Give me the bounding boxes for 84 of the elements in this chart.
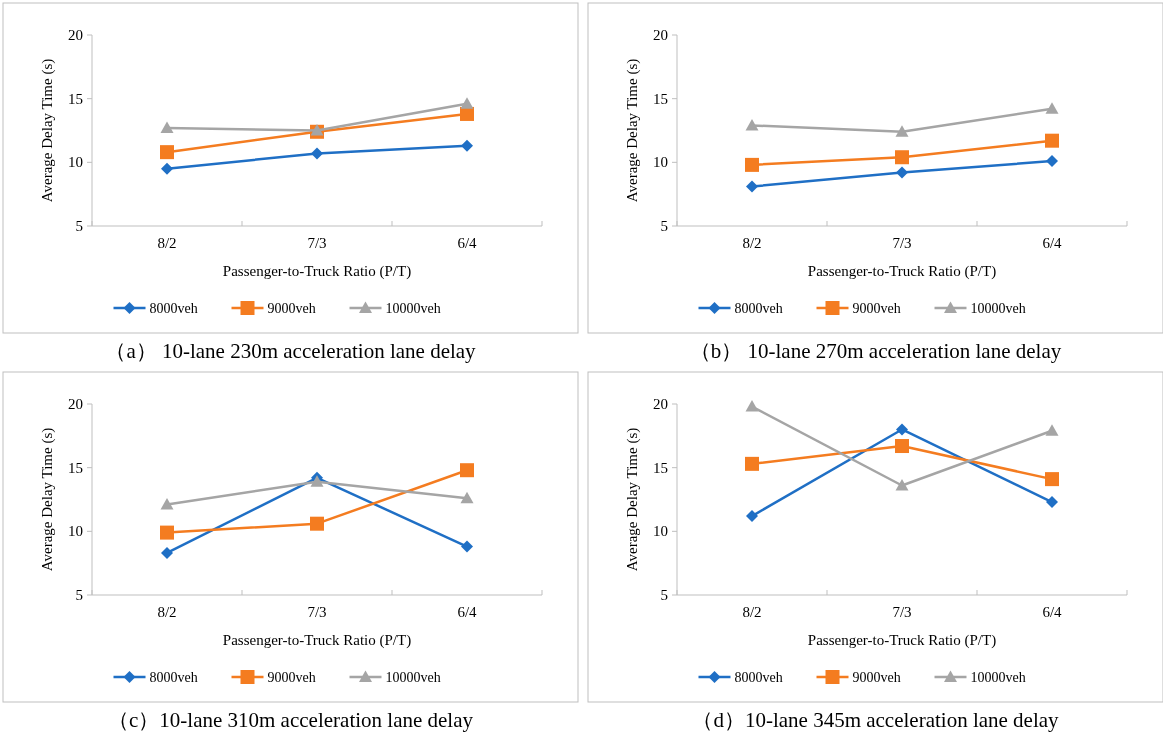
- y-axis-title: Average Delay Time (s): [624, 58, 641, 203]
- point: [160, 121, 174, 133]
- y-tick-label: 5: [75, 218, 83, 234]
- y-tick-label: 10: [653, 154, 668, 171]
- x-axis-title: Passenger-to-Truck Ratio (P/T): [222, 632, 412, 649]
- legend-label: 10000veh: [385, 670, 441, 685]
- point: [461, 540, 473, 553]
- point: [310, 475, 324, 487]
- x-tick-label: 8/2: [157, 604, 177, 620]
- x-axis-title: Passenger-to-Truck Ratio (P/T): [807, 263, 997, 280]
- point: [310, 516, 324, 531]
- y-axis-title: Average Delay Time (s): [624, 427, 641, 572]
- x-tick-label: 8/2: [157, 235, 177, 251]
- point: [460, 491, 474, 504]
- point: [896, 166, 908, 179]
- point: [1046, 496, 1058, 509]
- text: （d）10-lane 345m acceleration lane delay: [692, 708, 1060, 732]
- x-tick-label: 6/4: [1042, 604, 1063, 620]
- point: [160, 498, 174, 510]
- y-tick-label: 20: [68, 27, 83, 43]
- point: [745, 157, 759, 172]
- point: [160, 525, 174, 540]
- x-tick-label: 7/3: [892, 604, 912, 620]
- y-tick-label: 15: [68, 90, 83, 107]
- point: [895, 125, 909, 137]
- point: [1045, 133, 1059, 148]
- legend-label: 8000veh: [734, 301, 783, 316]
- legend-label: 9000veh: [852, 301, 901, 316]
- legend-label: 9000veh: [267, 670, 316, 685]
- point: [745, 400, 759, 412]
- x-tick-label: 6/4: [457, 235, 478, 251]
- x-tick-label: 8/2: [742, 235, 762, 251]
- point: [746, 180, 758, 193]
- y-axis-title: Average Delay Time (s): [39, 427, 56, 572]
- point: [746, 510, 758, 523]
- point: [311, 147, 323, 160]
- y-tick-label: 10: [653, 523, 668, 540]
- legend-label: 10000veh: [970, 301, 1026, 316]
- x-tick-label: 8/2: [742, 604, 762, 620]
- point: [896, 423, 908, 436]
- y-tick-label: 10: [68, 523, 83, 540]
- text: （a） 10-lane 230m acceleration lane delay: [105, 339, 477, 363]
- point: [895, 439, 909, 454]
- x-tick-label: 6/4: [1042, 235, 1063, 251]
- y-tick-label: 15: [653, 459, 668, 476]
- point: [1046, 155, 1058, 168]
- x-tick-label: 7/3: [307, 604, 327, 620]
- text: （b） 10-lane 270m acceleration lane delay: [689, 339, 1062, 363]
- point: [745, 118, 759, 131]
- x-axis-title: Passenger-to-Truck Ratio (P/T): [807, 632, 997, 649]
- point: [1045, 472, 1059, 487]
- y-tick-label: 10: [68, 154, 83, 171]
- legend-label: 10000veh: [385, 301, 441, 316]
- point: [460, 463, 474, 478]
- legend-label: 8000veh: [734, 670, 783, 685]
- y-tick-label: 20: [653, 27, 668, 43]
- y-tick-label: 15: [68, 459, 83, 476]
- legend-label: 9000veh: [852, 670, 901, 685]
- legend-label: 8000veh: [149, 301, 198, 316]
- point: [895, 150, 909, 165]
- point: [1045, 424, 1059, 436]
- y-tick-label: 5: [660, 218, 668, 234]
- point: [1045, 102, 1059, 114]
- y-tick-label: 15: [653, 90, 668, 107]
- x-tick-label: 7/3: [892, 235, 912, 251]
- point: [161, 546, 173, 559]
- y-tick-label: 20: [653, 396, 668, 412]
- y-tick-label: 5: [75, 587, 83, 603]
- y-tick-label: 5: [660, 587, 668, 603]
- y-tick-label: 20: [68, 396, 83, 412]
- x-axis-title: Passenger-to-Truck Ratio (P/T): [222, 263, 412, 280]
- point: [745, 456, 759, 471]
- point: [161, 162, 173, 175]
- x-tick-label: 7/3: [307, 235, 327, 251]
- legend-label: 10000veh: [970, 670, 1026, 685]
- point: [460, 97, 474, 109]
- point: [461, 139, 473, 152]
- legend-label: 8000veh: [149, 670, 198, 685]
- point: [895, 478, 909, 491]
- legend-label: 9000veh: [267, 301, 316, 316]
- text: （c）10-lane 310m acceleration lane delay: [108, 708, 474, 732]
- point: [160, 145, 174, 160]
- x-tick-label: 6/4: [457, 604, 478, 620]
- y-axis-title: Average Delay Time (s): [39, 58, 56, 203]
